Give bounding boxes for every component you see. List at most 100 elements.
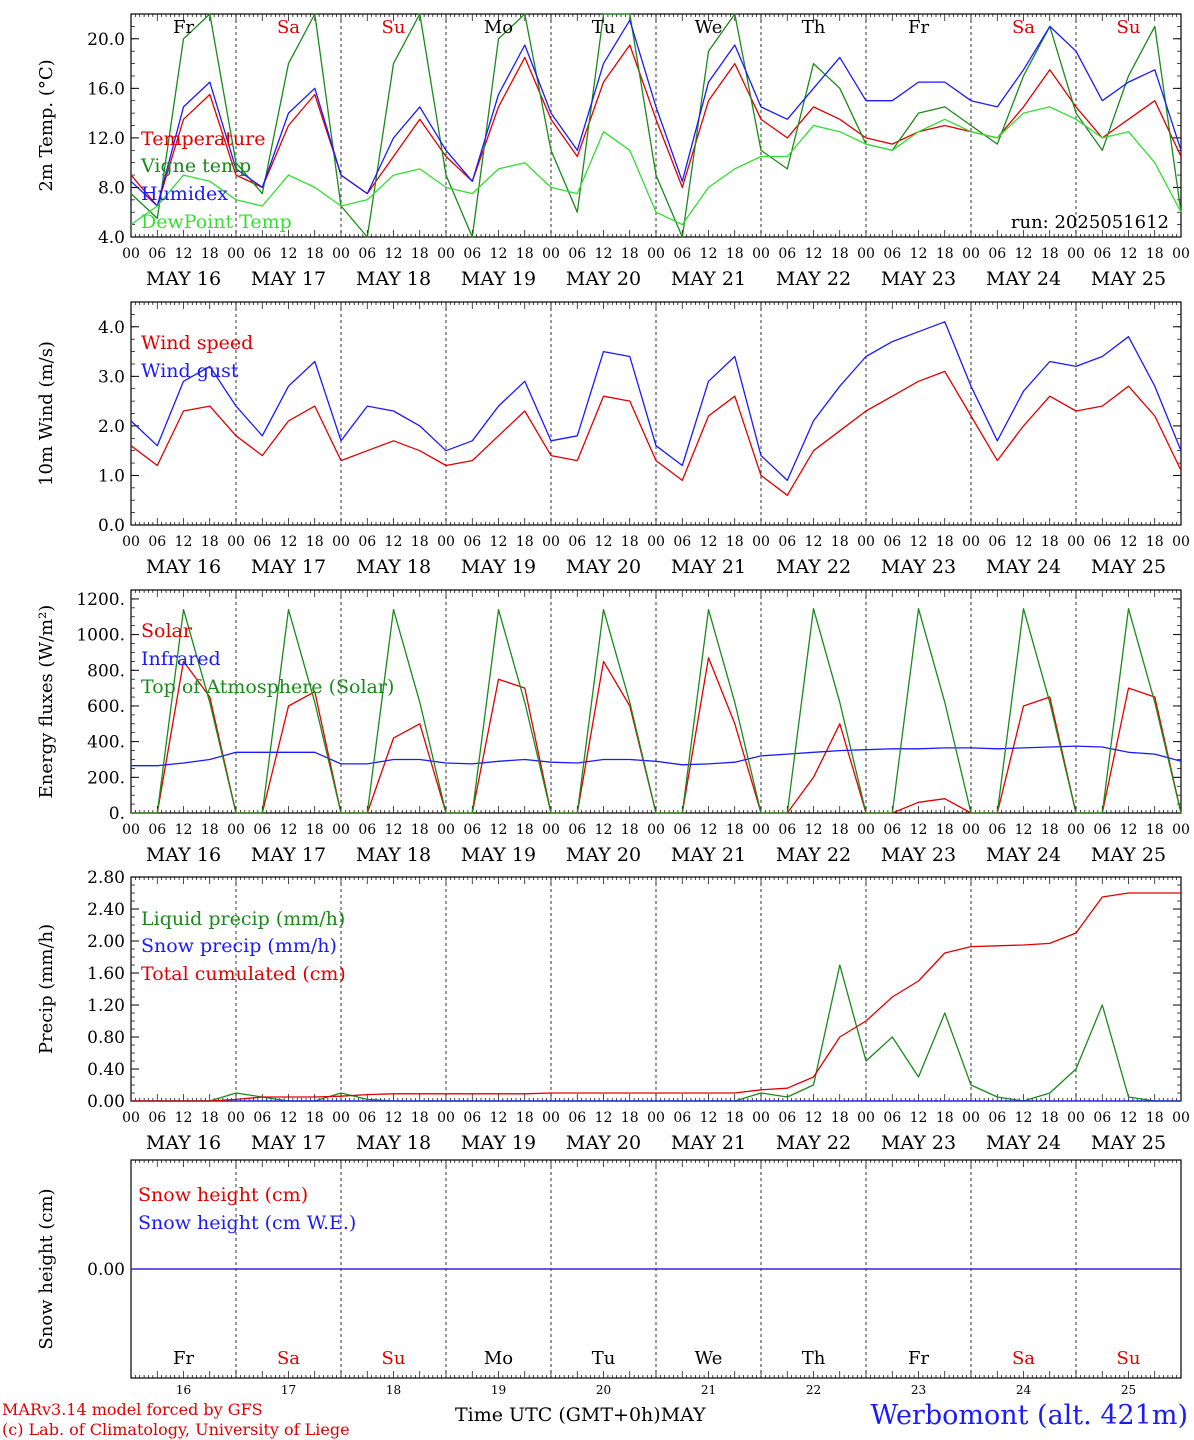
station-name: Werbomont (alt. 421m) — [870, 1400, 1188, 1431]
y-tick-label: 0.00 — [87, 1260, 125, 1280]
hour-label: 00 — [1172, 534, 1190, 550]
day-number-label: 23 — [911, 1383, 926, 1397]
hour-label: 06 — [463, 822, 481, 838]
hour-label: 06 — [988, 822, 1006, 838]
date-label: MAY 18 — [356, 844, 431, 866]
hour-label: 06 — [673, 534, 691, 550]
day-number-label: 24 — [1016, 1383, 1032, 1397]
legend-entry: Infrared — [141, 648, 221, 670]
day-number-label: 17 — [281, 1383, 296, 1397]
hour-label: 18 — [936, 534, 954, 550]
hour-label: 12 — [385, 1110, 403, 1126]
hour-label: 18 — [516, 1110, 534, 1126]
hour-label: 00 — [647, 1110, 665, 1126]
date-label: MAY 21 — [671, 844, 746, 866]
hour-label: 06 — [673, 822, 691, 838]
legend-entry: Snow precip (mm/h) — [141, 935, 337, 957]
day-number-label: 21 — [701, 1383, 716, 1397]
date-label: MAY 22 — [776, 268, 851, 290]
hour-label: 18 — [936, 1110, 954, 1126]
hour-label: 06 — [568, 1110, 586, 1126]
hour-label: 06 — [568, 534, 586, 550]
date-label: MAY 23 — [881, 556, 956, 578]
hour-label: 12 — [1015, 534, 1033, 550]
hour-label: 18 — [831, 534, 849, 550]
y-tick-label: 400. — [87, 733, 125, 753]
hour-label: 18 — [201, 822, 219, 838]
hour-label: 12 — [385, 246, 403, 262]
hour-label: 18 — [201, 1110, 219, 1126]
hour-label: 12 — [1120, 246, 1138, 262]
date-label: MAY 20 — [566, 1132, 641, 1154]
day-abbr-label: Sa — [1012, 17, 1035, 38]
hour-label: 18 — [1146, 534, 1164, 550]
legend-entry: Humidex — [141, 183, 228, 205]
legend-entry: Temperature — [141, 128, 265, 150]
day-abbr-label: We — [695, 1348, 723, 1369]
hour-label: 18 — [726, 246, 744, 262]
hour-label: 12 — [175, 246, 193, 262]
y-tick-label: 1.20 — [87, 996, 125, 1016]
hour-label: 12 — [1015, 822, 1033, 838]
date-label: MAY 25 — [1091, 268, 1166, 290]
hour-label: 06 — [673, 1110, 691, 1126]
hour-label: 00 — [122, 246, 140, 262]
copyright-credit: (c) Lab. of Climatology, University of L… — [2, 1420, 350, 1439]
hour-label: 12 — [175, 822, 193, 838]
hour-label: 00 — [647, 246, 665, 262]
date-label: MAY 23 — [881, 268, 956, 290]
series-line — [131, 608, 1182, 814]
hour-label: 00 — [752, 1110, 770, 1126]
y-tick-label: 4.0 — [98, 318, 125, 338]
y-tick-label: 0.80 — [87, 1028, 125, 1048]
series-line — [130, 13, 1182, 238]
date-label: MAY 17 — [251, 844, 326, 866]
time-label: Time UTC (GMT+0h) — [455, 1404, 661, 1426]
y-tick-label: 200. — [87, 768, 125, 788]
hour-label: 18 — [726, 822, 744, 838]
hour-label: 12 — [700, 534, 718, 550]
hour-label: 06 — [358, 534, 376, 550]
hour-label: 18 — [726, 1110, 744, 1126]
model-credit: MARv3.14 model forced by GFS — [2, 1400, 263, 1419]
hour-label: 00 — [857, 1110, 875, 1126]
date-label: MAY 19 — [461, 844, 536, 866]
y-tick-label: 12.0 — [87, 129, 125, 149]
day-abbr-label: Su — [382, 17, 406, 38]
panel-frame — [130, 301, 1182, 526]
date-label: MAY 19 — [461, 268, 536, 290]
date-label: MAY 17 — [251, 556, 326, 578]
hour-label: 18 — [621, 534, 639, 550]
date-label: MAY 16 — [146, 268, 221, 290]
hour-label: 06 — [778, 246, 796, 262]
date-label: MAY 18 — [356, 556, 431, 578]
y-tick-label: 20.0 — [87, 30, 125, 50]
hour-label: 06 — [1093, 246, 1111, 262]
hour-label: 00 — [332, 246, 350, 262]
hour-label: 06 — [883, 534, 901, 550]
hour-label: 18 — [306, 1110, 324, 1126]
hour-label: 12 — [910, 246, 928, 262]
hour-label: 00 — [122, 1110, 140, 1126]
hour-label: 18 — [516, 822, 534, 838]
date-label: MAY 21 — [671, 1132, 746, 1154]
hour-label: 18 — [516, 534, 534, 550]
hour-label: 12 — [700, 1110, 718, 1126]
hour-label: 12 — [1015, 1110, 1033, 1126]
legend-entry: Total cumulated (cm) — [141, 963, 346, 985]
hour-label: 06 — [148, 246, 166, 262]
panel-frame — [130, 589, 1182, 814]
y-tick-label: 3.0 — [98, 367, 125, 387]
day-number-label: 20 — [596, 1383, 611, 1397]
date-label: MAY 24 — [986, 844, 1061, 866]
hour-label: 12 — [805, 534, 823, 550]
hour-label: 00 — [857, 822, 875, 838]
hour-label: 06 — [358, 822, 376, 838]
hour-label: 06 — [463, 1110, 481, 1126]
hour-label: 12 — [1120, 822, 1138, 838]
hour-label: 00 — [647, 822, 665, 838]
hour-label: 18 — [306, 822, 324, 838]
hour-label: 12 — [490, 822, 508, 838]
hour-label: 06 — [1093, 1110, 1111, 1126]
hour-label: 12 — [280, 1110, 298, 1126]
